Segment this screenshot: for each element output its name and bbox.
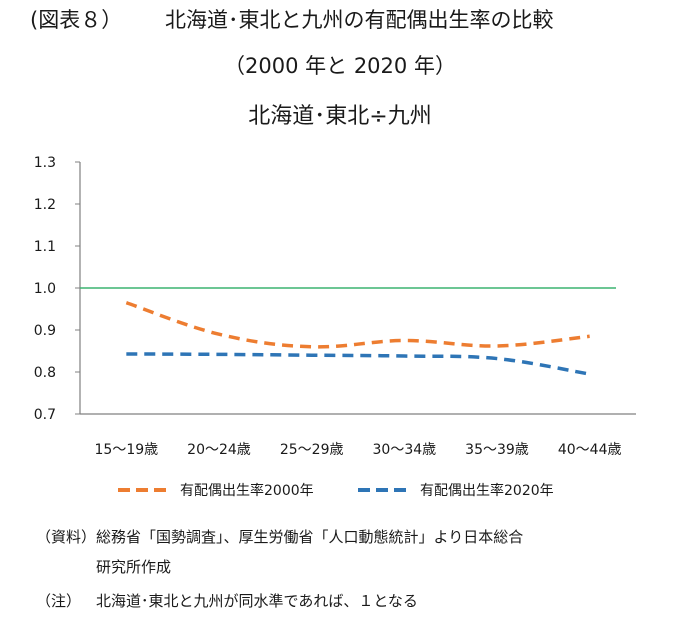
y-tick-label: 1.0 <box>34 281 56 297</box>
y-tick-label: 0.7 <box>34 407 56 423</box>
legend-swatch-2000 <box>118 488 166 492</box>
figure-number: (図表８） <box>30 8 123 32</box>
legend-label-2020: 有配偶出生率2020年 <box>420 483 554 499</box>
legend-swatch-2020 <box>358 488 406 492</box>
series-line-2000 <box>125 301 590 349</box>
y-tick-label: 1.3 <box>34 155 56 171</box>
y-tick-label: 1.1 <box>34 239 56 255</box>
legend-item-2020: 有配偶出生率2020年 <box>358 480 554 500</box>
x-tick-label: 30～34歳 <box>373 442 437 458</box>
line-chart: 1.3 1.2 1.1 1.0 0.9 0.8 0.7 15～19歳 20～24歳 25～29歳… <box>34 155 636 458</box>
source-text: 総務省「国勢調査」、厚生労働省「人口動態統計」より日本総合 <box>96 528 524 546</box>
y-tick-label: 1.2 <box>34 197 56 213</box>
chart-title: 北海道･東北÷九州 <box>248 104 432 129</box>
x-axis-ticks: 15～19歳 20～24歳 25～29歳 30～34歳 35～39歳 40～44歳 <box>95 442 622 458</box>
series-group <box>125 301 590 376</box>
x-tick-label: 25～29歳 <box>280 442 344 458</box>
legend-item-2000: 有配偶出生率2000年 <box>118 480 314 500</box>
source-text-continued: 研究所作成 <box>96 558 172 576</box>
x-tick-label: 20～24歳 <box>187 442 251 458</box>
series-line-2020 <box>126 352 590 376</box>
x-tick-label: 15～19歳 <box>95 442 159 458</box>
y-tick-label: 0.9 <box>34 323 56 339</box>
source-label: （資料） <box>36 528 97 546</box>
y-axis-ticks: 1.3 1.2 1.1 1.0 0.9 0.8 0.7 <box>34 155 80 423</box>
note-label: （注） <box>36 592 82 610</box>
chart-legend: 有配偶出生率2000年 有配偶出生率2020年 <box>0 480 680 504</box>
x-tick-label: 35～39歳 <box>465 442 529 458</box>
figure-subtitle: （2000 年と 2020 年） <box>224 54 456 78</box>
x-tick-label: 40～44歳 <box>558 442 622 458</box>
figure-title: 北海道･東北と九州の有配偶出生率の比較 <box>165 8 554 32</box>
note-text: 北海道･東北と九州が同水準であれば、１となる <box>96 592 418 610</box>
y-tick-label: 0.8 <box>34 365 56 381</box>
legend-label-2000: 有配偶出生率2000年 <box>180 483 314 499</box>
